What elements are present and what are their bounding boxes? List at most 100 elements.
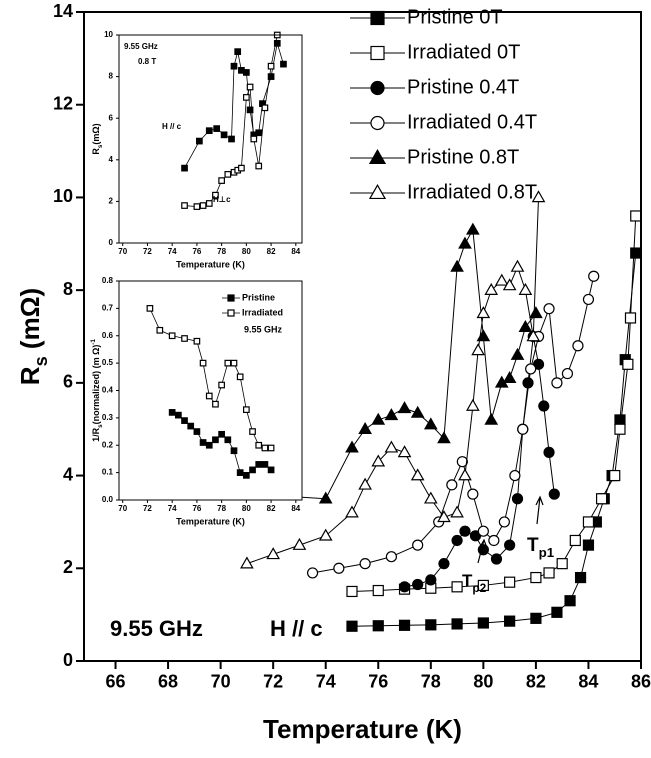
label-part: R — [91, 148, 101, 155]
marker — [372, 584, 384, 597]
marker — [266, 547, 281, 560]
marker — [450, 259, 464, 272]
marker — [504, 539, 516, 551]
marker — [624, 312, 637, 324]
legend-label: Irradiated — [242, 307, 283, 317]
marker — [564, 595, 576, 607]
y-tick-label: 8 — [109, 72, 114, 81]
marker — [450, 505, 464, 518]
marker — [181, 202, 188, 209]
marker — [510, 259, 525, 272]
y-axis-label: Rs(mΩ) — [91, 123, 104, 154]
marker — [509, 469, 521, 482]
marker — [384, 440, 399, 453]
marker — [371, 454, 386, 467]
marker — [518, 320, 533, 333]
marker — [510, 347, 525, 360]
marker — [502, 278, 517, 291]
marker — [451, 534, 463, 547]
x-tick-label: 78 — [421, 671, 441, 691]
marker — [425, 574, 437, 586]
label-part: T — [527, 535, 539, 556]
marker — [385, 551, 398, 563]
marker — [423, 417, 438, 430]
marker — [543, 303, 555, 315]
label-part: -1 — [90, 339, 97, 345]
y-tick-label: 0.4 — [102, 386, 114, 395]
marker — [227, 294, 235, 302]
marker — [410, 405, 425, 418]
x-tick-label: 76 — [192, 247, 201, 256]
marker — [267, 444, 275, 452]
marker — [569, 534, 581, 547]
y-tick-label: 4 — [109, 155, 114, 164]
annotation: 9.55 GHz — [110, 616, 203, 641]
marker — [358, 477, 372, 490]
marker — [484, 412, 499, 425]
marker — [490, 553, 503, 565]
marker — [372, 620, 384, 632]
marker — [370, 80, 385, 96]
marker — [588, 270, 600, 282]
y-tick-label: 10 — [53, 186, 73, 206]
marker — [438, 558, 450, 570]
y-tick-label: 0.2 — [102, 440, 114, 449]
marker — [187, 422, 195, 430]
annotation-arrow — [535, 495, 544, 525]
marker — [261, 104, 269, 112]
y-tick-label: 6 — [63, 372, 73, 392]
y-tick-label: 0 — [109, 238, 114, 247]
marker — [398, 619, 411, 631]
marker — [477, 617, 489, 629]
marker — [530, 612, 542, 624]
marker — [230, 359, 238, 367]
marker — [306, 567, 319, 579]
annotation: 0.8 T — [138, 57, 156, 66]
marker — [318, 491, 333, 504]
marker — [397, 401, 412, 414]
x-tick-label: 70 — [118, 504, 127, 513]
marker — [466, 222, 480, 235]
label-part: (normalized) (m Ω) — [91, 345, 101, 425]
marker — [227, 309, 235, 317]
marker — [181, 417, 188, 424]
x-tick-label: 78 — [217, 504, 226, 513]
marker — [595, 493, 608, 505]
y-tick-label: 14 — [53, 1, 73, 21]
marker — [146, 305, 154, 312]
label-part: R — [15, 366, 45, 385]
x-tick-label: 78 — [217, 247, 226, 256]
marker — [358, 422, 372, 435]
marker — [412, 539, 424, 551]
x-tick-label: 82 — [267, 504, 276, 513]
legend-label: Pristine 0T — [407, 6, 503, 28]
x-tick-label: 70 — [211, 671, 231, 691]
marker — [517, 423, 529, 435]
marker — [228, 135, 235, 143]
marker — [467, 488, 479, 500]
label-part: p2 — [472, 581, 486, 595]
plot-background — [119, 35, 302, 243]
label-part: s — [97, 144, 104, 148]
marker — [205, 441, 213, 449]
marker — [451, 618, 463, 630]
marker — [255, 129, 263, 137]
label-part: T — [462, 571, 473, 590]
marker — [609, 469, 621, 482]
y-tick-label: 0.1 — [102, 468, 114, 477]
marker — [582, 516, 595, 528]
marker — [370, 10, 385, 26]
y-tick-label: 2 — [109, 197, 114, 206]
x-tick-label: 74 — [168, 504, 177, 513]
marker — [181, 164, 188, 172]
y-tick-label: 0.3 — [102, 413, 114, 422]
marker — [488, 534, 500, 547]
y-tick-label: 8 — [63, 279, 73, 299]
x-tick-label: 80 — [242, 504, 251, 513]
marker — [345, 440, 359, 453]
label-part: s — [31, 356, 51, 366]
marker — [267, 466, 275, 474]
marker — [193, 337, 201, 345]
marker — [249, 428, 256, 435]
x-tick-label: 84 — [291, 247, 300, 256]
